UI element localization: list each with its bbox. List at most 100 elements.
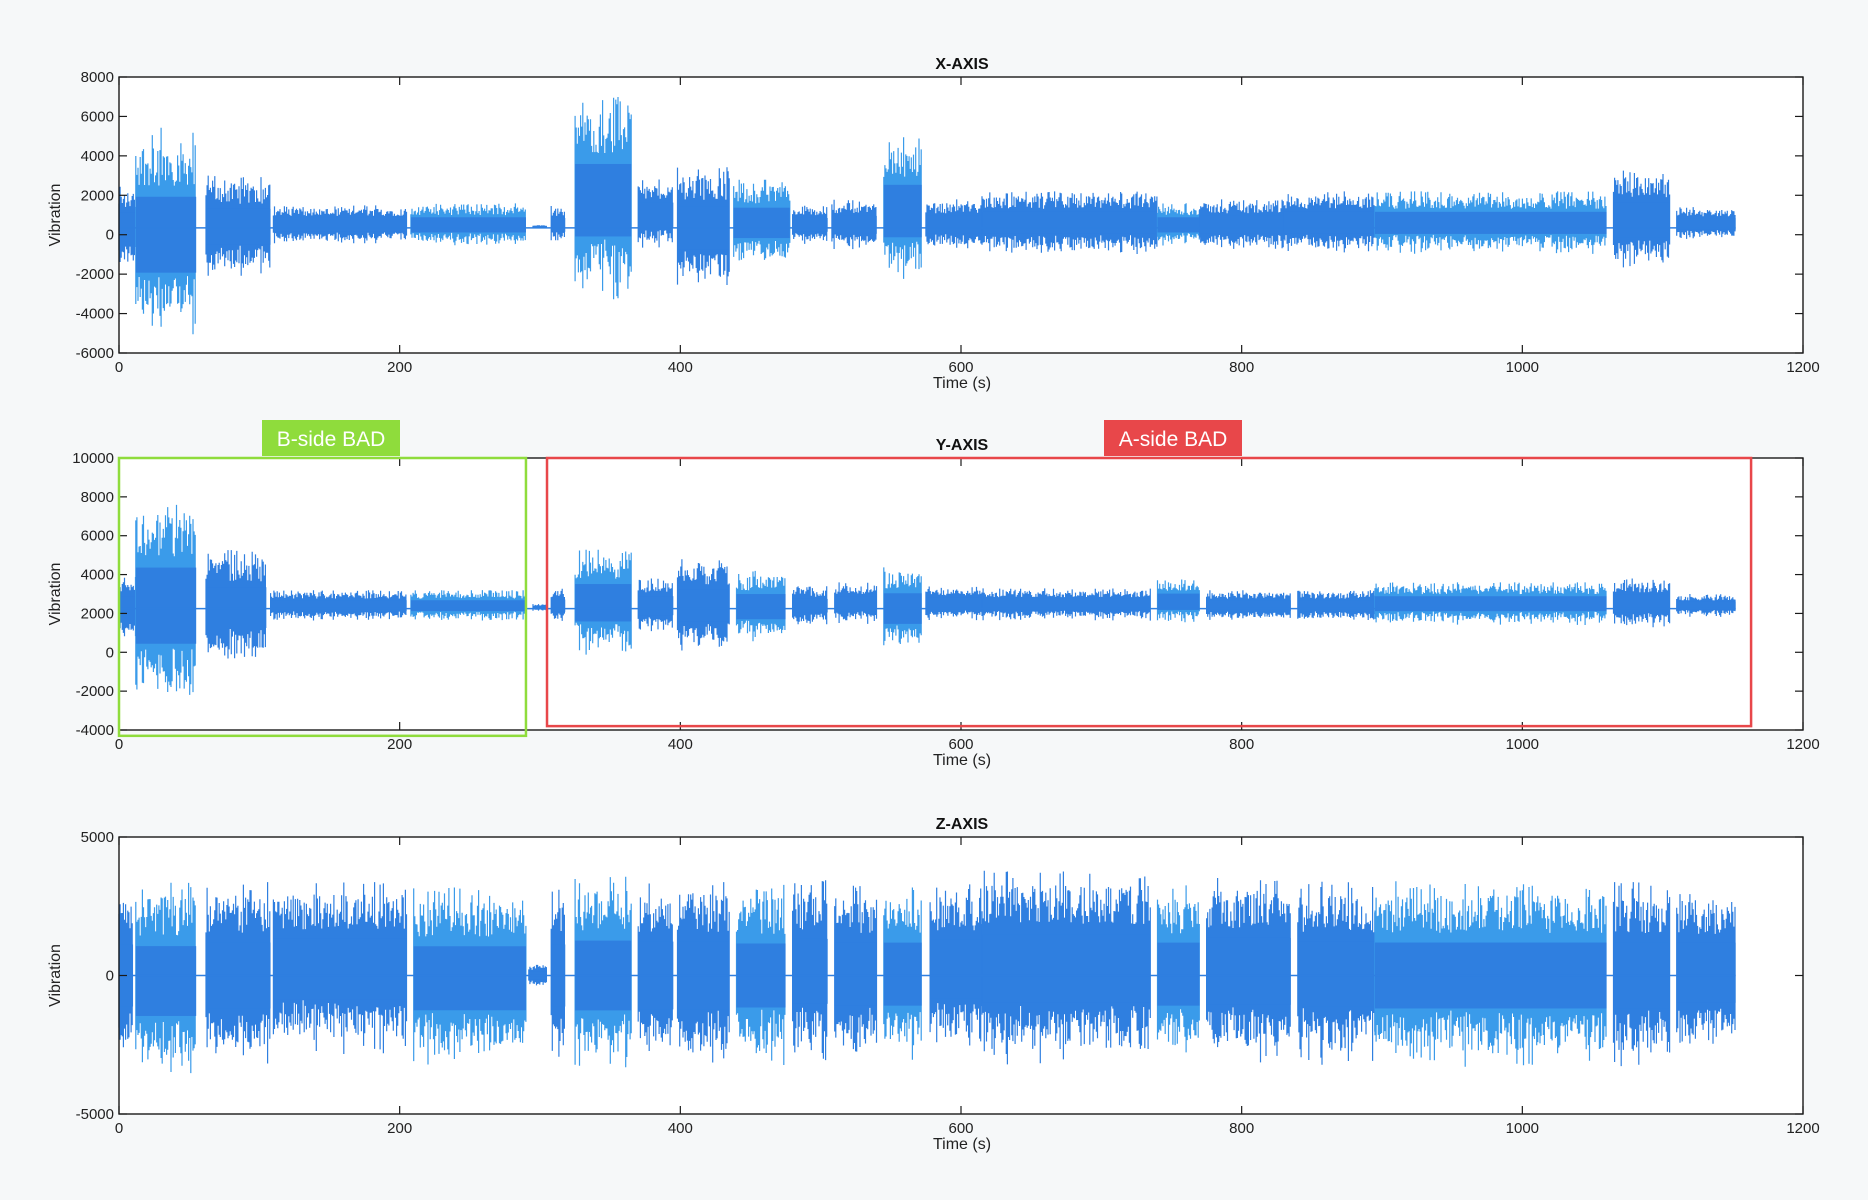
signal-segment [834, 885, 878, 1052]
y-tick-label: -2000 [76, 266, 114, 283]
z-axis-panel: 0 200 400 600 800 1000 1200-500005000Z-AXISTim… [47, 816, 1820, 1153]
x-tick-label: 600 [948, 736, 973, 753]
x-tick-label: 0 [115, 736, 123, 753]
y-tick-label: 8000 [81, 69, 114, 86]
y-tick-label: 0 [106, 644, 114, 661]
y-tick-label: 0 [106, 227, 114, 244]
x-tick-label: 800 [1229, 359, 1254, 376]
signal-segment [1156, 579, 1200, 623]
x-axis-signal-series [118, 97, 1736, 335]
x-tick-label: 800 [1229, 736, 1254, 753]
z-axis-signal-series [118, 870, 1736, 1074]
x-tick-label: 1200 [1786, 359, 1819, 376]
y-tick-label: 6000 [81, 108, 114, 125]
x-tick-label: 1000 [1506, 1120, 1539, 1137]
y-axis-signal-series [118, 504, 1736, 695]
signal-segment [270, 590, 407, 621]
signal-segment [925, 586, 983, 621]
signal-segment [733, 179, 791, 261]
signal-segment [735, 570, 786, 642]
signal-segment [272, 882, 408, 1054]
signal-segment [1156, 203, 1200, 246]
y-tick-label: -4000 [76, 722, 114, 739]
signal-segment [981, 588, 1151, 621]
signal-segment [1374, 582, 1607, 625]
x-tick-label: 400 [668, 1120, 693, 1137]
signal-segment [1199, 199, 1284, 249]
y-tick-label: 2000 [81, 605, 114, 622]
signal-segment [1206, 590, 1291, 620]
x-tick-label: 400 [668, 359, 693, 376]
y-tick-label: 8000 [81, 489, 114, 506]
x-tick-label: 400 [668, 736, 693, 753]
y-tick-label: 0 [106, 968, 114, 985]
signal-segment [834, 582, 878, 624]
x-tick-label: 1000 [1506, 359, 1539, 376]
annotation-label: A-side BAD [1119, 428, 1228, 451]
x-tick-label: 0 [115, 359, 123, 376]
x-axis-label: Time (s) [933, 752, 991, 769]
x-tick-label: 1200 [1786, 736, 1819, 753]
signal-segment [676, 882, 730, 1063]
signal-segment [925, 199, 983, 249]
signal-segment [135, 127, 197, 335]
signal-segment [1297, 881, 1376, 1065]
y-tick-label: -6000 [76, 345, 114, 362]
signal-segment [205, 550, 267, 659]
x-axis-panel: 0 200 400 600 800 1000 1200 -6000 -4000 -2000 0 200… [47, 56, 1820, 392]
signal-segment [929, 884, 983, 1046]
y-axis-label: Vibration [47, 563, 64, 626]
signal-segment [1676, 594, 1736, 617]
y-tick-label: 2000 [81, 187, 114, 204]
signal-segment [1676, 207, 1736, 239]
x-tick-label: 1200 [1786, 1120, 1819, 1137]
signal-segment [1206, 878, 1291, 1063]
y-tick-label: -2000 [76, 683, 114, 700]
signal-segment [532, 604, 548, 611]
x-tick-label: 1000 [1506, 736, 1539, 753]
signal-segment [637, 179, 674, 248]
signal-segment [831, 199, 877, 250]
y-tick-label: 4000 [81, 148, 114, 165]
y-axis-label: Vibration [47, 944, 64, 1007]
y-axis-title: Y-AXIS [936, 437, 989, 454]
signal-segment [1612, 170, 1671, 268]
signal-segment [1297, 590, 1376, 620]
signal-segment [574, 549, 632, 655]
y-tick-label: -5000 [76, 1106, 114, 1123]
y-tick-label: 5000 [81, 829, 114, 846]
y-tick-label: 10000 [72, 450, 114, 467]
signal-segment [883, 887, 922, 1060]
x-tick-label: 600 [948, 359, 973, 376]
annotation-a-side: A-side BAD [545, 420, 1753, 728]
y-axis-panel: 0 200 400 600 800 1000 1200 -4000 -2000 0 2000 4000… [47, 420, 1820, 769]
x-tick-label: 0 [115, 1120, 123, 1137]
signal-segment [792, 880, 828, 1061]
annotation-label: B-side BAD [277, 428, 386, 451]
signal-segment [410, 203, 526, 246]
x-axis-title: X-AXIS [935, 56, 989, 73]
x-tick-label: 800 [1229, 1120, 1254, 1137]
signal-segment [676, 559, 730, 651]
y-tick-label: 6000 [81, 528, 114, 545]
z-axis-title: Z-AXIS [936, 816, 989, 833]
y-axis-label: Vibration [47, 184, 64, 247]
signal-segment [532, 225, 548, 229]
annotation-label-bg [262, 420, 400, 456]
y-tick-label: 4000 [81, 567, 114, 584]
x-tick-label: 200 [387, 359, 412, 376]
signal-segment [1676, 894, 1736, 1044]
x-tick-label: 200 [387, 736, 412, 753]
y-tick-label: -4000 [76, 306, 114, 323]
x-axis-label: Time (s) [933, 375, 991, 392]
signal-segment [205, 175, 271, 276]
signal-segment [135, 882, 197, 1074]
signal-segment [637, 578, 674, 632]
x-axis-label: Time (s) [933, 1136, 991, 1153]
annotation-b-side: B-side BAD [117, 420, 528, 738]
signal-segment [574, 97, 632, 300]
annotation-box [545, 456, 1753, 728]
signal-segment [410, 590, 526, 621]
signal-segment [981, 870, 1151, 1065]
